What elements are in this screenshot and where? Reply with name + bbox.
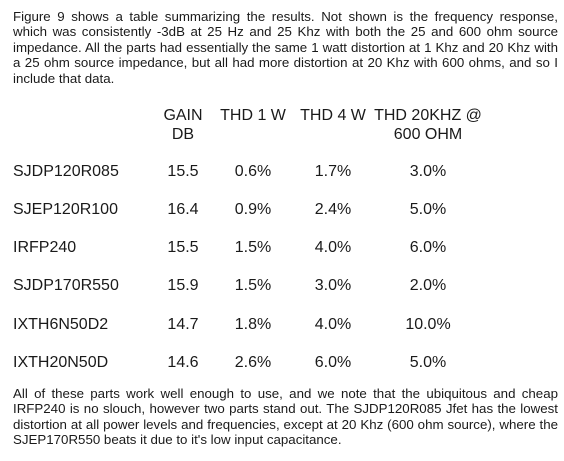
table-row-thd4: 2.4%	[314, 201, 352, 218]
table-row-thd20: 5.0%	[409, 354, 447, 371]
table-row-thd20: 6.0%	[409, 239, 447, 256]
table-row-thd1: 0.9%	[234, 201, 272, 218]
header-gain: GAIN	[163, 107, 203, 124]
table-row-part: IXTH20N50D	[13, 354, 109, 371]
table-row-thd20: 2.0%	[409, 277, 447, 294]
table-row-part: SJDP170R550	[13, 277, 119, 294]
table-row-part: IXTH6N50D2	[13, 316, 109, 333]
table-row-thd20: 5.0%	[409, 201, 447, 218]
table-row-gain: 14.6	[167, 354, 199, 371]
table-row-thd4: 1.7%	[314, 163, 352, 180]
header-thd-1w: THD 1 W	[220, 107, 286, 124]
table-row-gain: 15.5	[167, 239, 199, 256]
table-row-part: IRFP240	[13, 239, 77, 256]
table-row-thd1: 1.5%	[234, 277, 272, 294]
table-row-gain: 15.9	[167, 277, 199, 294]
table-row-gain: 14.7	[167, 316, 199, 333]
table-row-thd4: 3.0%	[314, 277, 352, 294]
intro-paragraph: Figure 9 shows a table summarizing the r…	[13, 9, 558, 86]
table-row-thd4: 6.0%	[314, 354, 352, 371]
table-row-gain: 16.4	[167, 201, 199, 218]
table-row-thd20: 10.0%	[405, 316, 451, 333]
table-row-thd1: 1.5%	[234, 239, 272, 256]
table-row-thd1: 1.8%	[234, 316, 272, 333]
table-row-part: SJDP120R085	[13, 163, 119, 180]
header-thd-20khz-unit: 600 OHM	[393, 126, 463, 143]
conclusion-paragraph: All of these parts work well enough to u…	[13, 386, 558, 448]
table-row-thd1: 2.6%	[234, 354, 272, 371]
header-thd-4w: THD 4 W	[300, 107, 366, 124]
table-row-part: SJEP120R100	[13, 201, 118, 218]
table-row-thd4: 4.0%	[314, 239, 352, 256]
table-row-thd1: 0.6%	[234, 163, 272, 180]
table-row-thd20: 3.0%	[409, 163, 447, 180]
table-row-thd4: 4.0%	[314, 316, 352, 333]
table-row-gain: 15.5	[167, 163, 199, 180]
header-gain-unit: DB	[171, 126, 195, 143]
header-thd-20khz: THD 20KHZ @	[374, 107, 482, 124]
